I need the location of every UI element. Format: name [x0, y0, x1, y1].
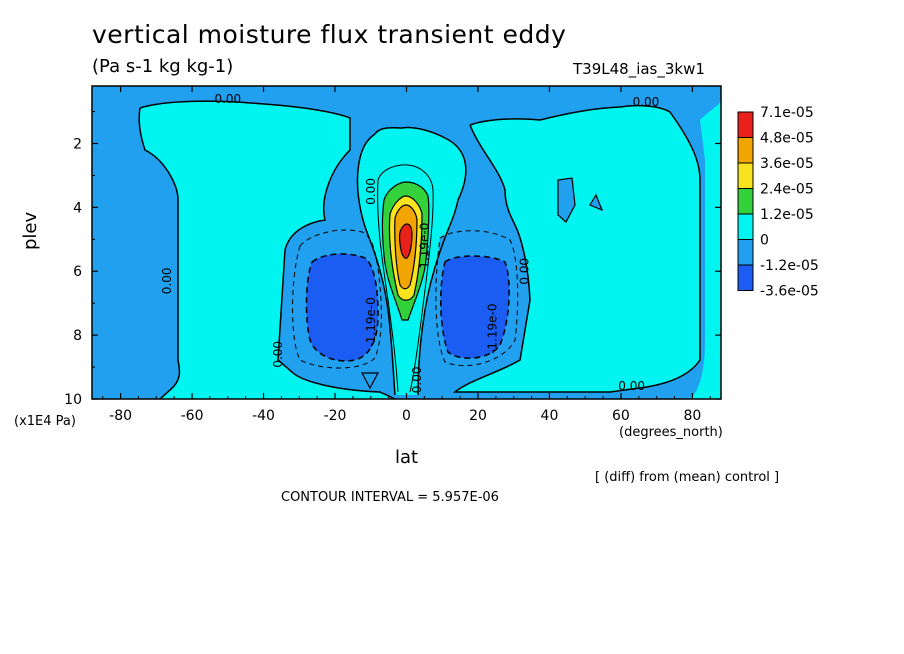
- fill-strong-negative-right: [440, 256, 510, 359]
- fill-positive-red: [399, 224, 412, 259]
- x-tick-label: 80: [683, 408, 701, 424]
- contour-positive-thin: [377, 164, 434, 393]
- fill-zero-far-right: [690, 100, 721, 399]
- colorbar-label: 2.4e-05: [760, 182, 814, 198]
- x-tick-label: 20: [469, 408, 487, 424]
- contour-zero-right: [452, 104, 701, 393]
- colorbar-label: 3.6e-05: [760, 156, 814, 172]
- contour-label: 1.19e-0: [417, 223, 431, 269]
- contour-label: -1.19e-0: [485, 304, 499, 354]
- fill-negative-hole-c: [362, 373, 378, 388]
- fill-zero-left: [139, 101, 395, 399]
- contour-zero-hole-b: [589, 193, 604, 212]
- colorbar-swatch: [737, 213, 754, 240]
- x-tick-label: -20: [324, 408, 347, 424]
- contour-label: -1.19e-0: [364, 297, 378, 347]
- x-tick-label: 0: [402, 408, 411, 424]
- contour-label: 0.00: [410, 366, 424, 393]
- colorbar-swatch: [737, 239, 754, 266]
- contour-label: 0.00: [517, 258, 531, 285]
- contour-interval-label: CONTOUR INTERVAL = 5.957E-06: [281, 490, 499, 505]
- colorbar: 7.1e-05 4.8e-05 3.6e-05 2.4e-05 1.2e-05 0 -1.2…: [737, 105, 819, 300]
- fill-strong-negative-left: [306, 253, 378, 361]
- y-scale-note: (x1E4 Pa): [14, 414, 76, 429]
- contour-positive-green: [381, 181, 430, 321]
- colorbar-label: -1.2e-05: [760, 258, 819, 274]
- x-axis: -80 -60 -40 -20 0 20 40 60 80: [102, 86, 711, 424]
- diff-note: [ (diff) from (mean) control ]: [595, 470, 780, 485]
- colorbar-label: -3.6e-05: [760, 284, 819, 300]
- fill-negative-hole-a: [558, 178, 575, 222]
- x-units-label: (degrees_north): [619, 425, 723, 440]
- contour-label: 0.00: [214, 92, 241, 106]
- contour-zero-hole-c: [361, 372, 379, 390]
- contour-negative-left-outer: [292, 229, 382, 369]
- colorbar-label: 0: [760, 233, 769, 249]
- x-tick-label: 40: [541, 408, 559, 424]
- x-axis-label: lat: [395, 447, 419, 468]
- fill-zero-right: [455, 105, 700, 392]
- contour-zero-hole-a: [557, 177, 576, 223]
- contour-label: 0.00: [633, 95, 660, 109]
- colorbar-swatch: [737, 188, 754, 215]
- contour-positive-red: [398, 223, 413, 259]
- colorbar-label: 4.8e-05: [760, 131, 814, 147]
- contour-label: 0.00: [618, 379, 645, 393]
- colorbar-swatch: [737, 137, 754, 164]
- contour-negative-right-outer: [435, 230, 519, 366]
- y-tick-label: 6: [73, 264, 82, 280]
- chart-title: vertical moisture flux transient eddy: [92, 20, 567, 49]
- colorbar-label: 7.1e-05: [760, 105, 814, 121]
- colorbar-swatch: [737, 162, 754, 189]
- y-tick-label: 2: [73, 136, 82, 152]
- x-tick-label: -60: [181, 408, 204, 424]
- contour-label: 0.00: [160, 267, 174, 294]
- contour-negative-right-inner: [439, 255, 510, 359]
- contour-label: 0.00: [364, 178, 378, 205]
- x-tick-label: -40: [252, 408, 275, 424]
- contour-zero-left: [138, 100, 396, 399]
- contour-negative-left-inner: [305, 253, 379, 362]
- contour-label-layer: 0.00 0.00 0.00 0.00 0.00 0.00 0.00 0.00 -1.19e-0…: [160, 92, 659, 393]
- y-axis: 2 4 6 8 10: [64, 111, 721, 408]
- contour-label: 0.00: [271, 341, 285, 368]
- colorbar-swatch: [737, 111, 754, 138]
- x-tick-label: 60: [612, 408, 630, 424]
- chart-units: (Pa s-1 kg kg-1): [92, 56, 234, 77]
- colorbar-label: 1.2e-05: [760, 207, 814, 223]
- y-tick-label: 10: [64, 392, 82, 408]
- contour-fill-layer: [92, 86, 721, 399]
- contour-line-layer: [138, 100, 701, 399]
- contour-zero-center: [356, 126, 467, 396]
- run-name: T39L48_ias_3kw1: [573, 60, 705, 78]
- colorbar-swatch: [737, 264, 754, 291]
- x-tick-label: -80: [109, 408, 132, 424]
- contour-positive-orange: [394, 204, 418, 290]
- y-tick-label: 4: [73, 200, 82, 216]
- y-tick-label: 8: [73, 328, 82, 344]
- contour-positive-yellow: [388, 195, 423, 301]
